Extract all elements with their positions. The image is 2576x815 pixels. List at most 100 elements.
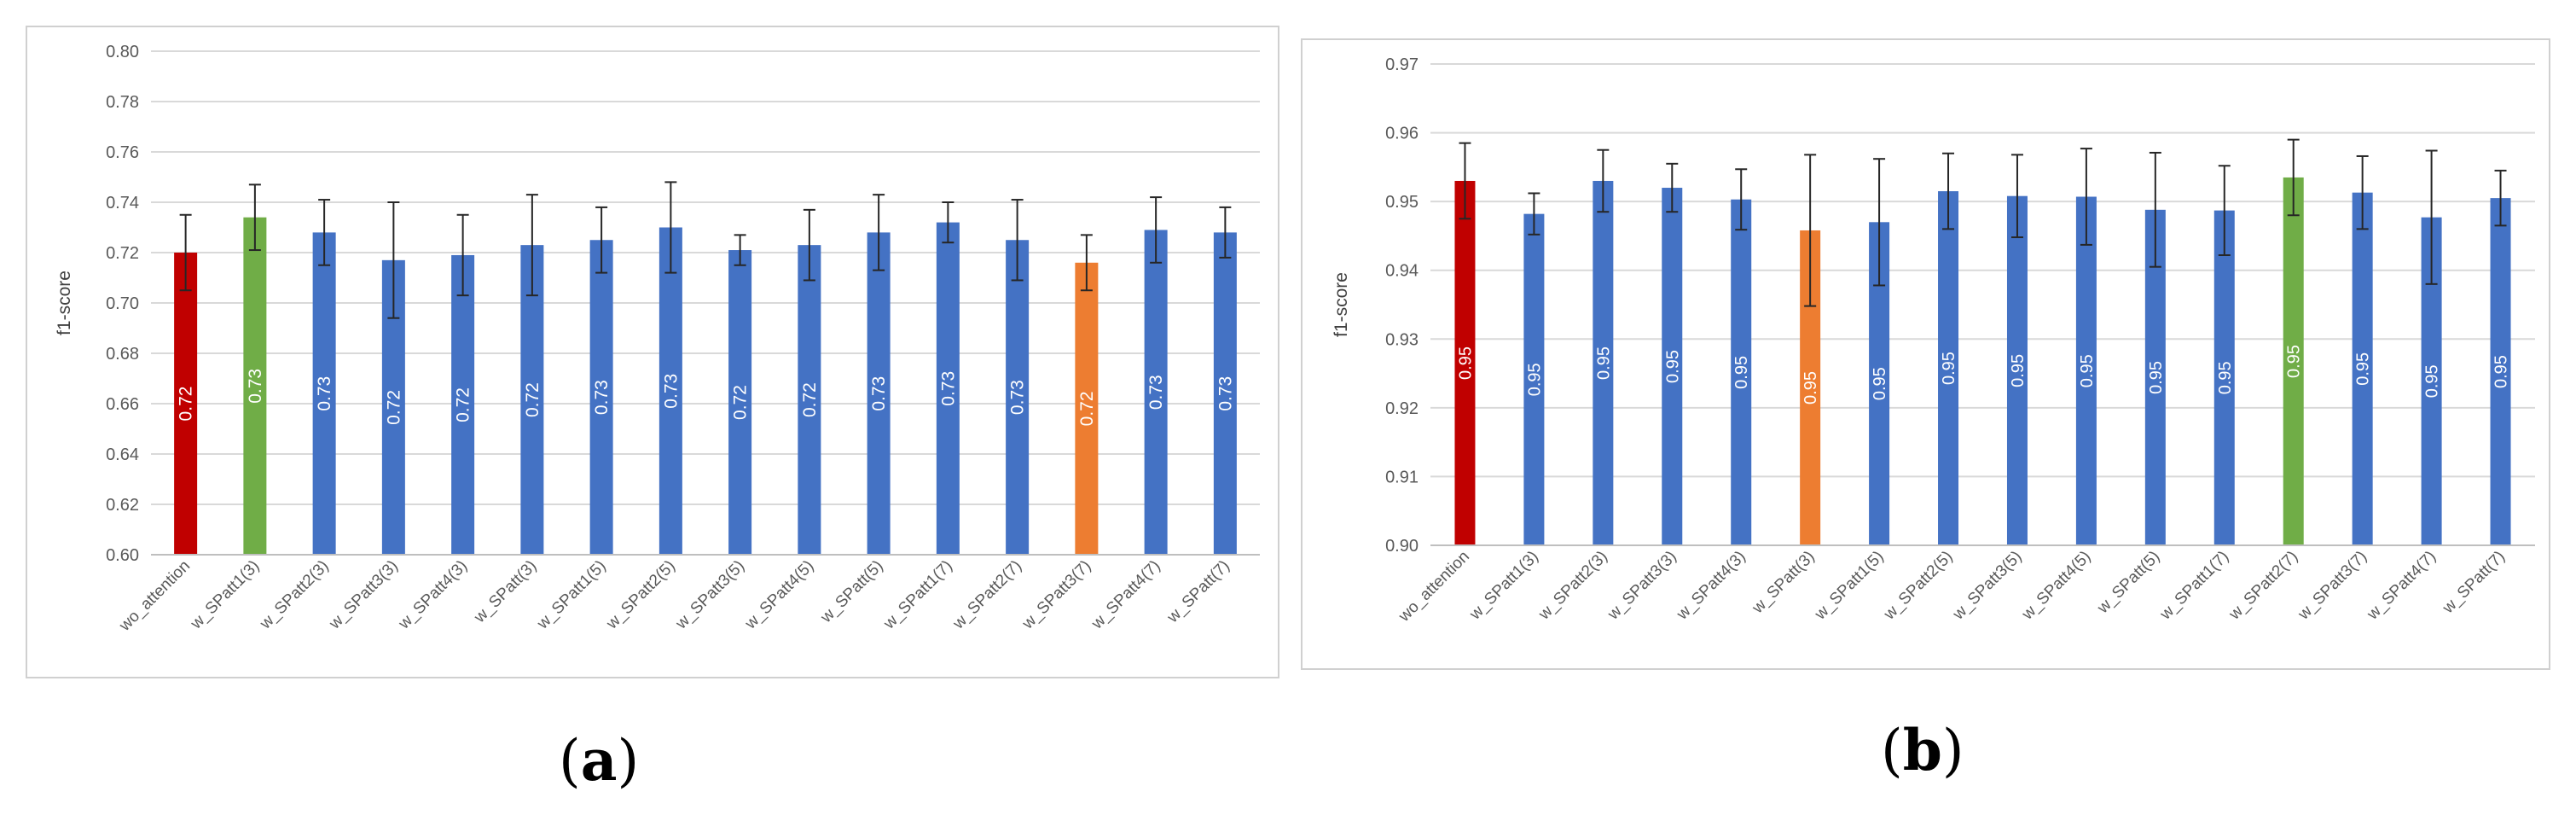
bar xyxy=(520,245,544,555)
bar xyxy=(1523,213,1545,545)
data-label: 0.73 xyxy=(869,376,889,411)
category-label: w_SPatt2(5) xyxy=(602,557,678,633)
bar xyxy=(1144,230,1168,555)
bar xyxy=(1454,180,1476,545)
category-label: w_SPatt2(3) xyxy=(256,557,332,633)
category-label: w_SPatt1(3) xyxy=(187,557,263,633)
bar xyxy=(1213,232,1237,555)
y-tick-label: 0.74 xyxy=(106,194,139,212)
y-tick-label: 0.72 xyxy=(106,244,139,263)
data-label: 0.95 xyxy=(1456,346,1475,380)
category-label: w_SPatt(7) xyxy=(2439,548,2509,618)
bar xyxy=(2213,210,2235,546)
category-label: w_SPatt2(5) xyxy=(1880,548,1956,624)
data-label: 0.73 xyxy=(246,369,265,404)
bar xyxy=(798,245,821,555)
data-label: 0.73 xyxy=(938,371,958,406)
category-label: w_SPatt4(7) xyxy=(1088,557,1163,633)
category-label: w_SPatt1(7) xyxy=(879,557,955,633)
category-label: w_SPatt3(5) xyxy=(672,557,748,633)
y-axis-title: f1-score xyxy=(1332,272,1351,337)
category-label: wo_attention xyxy=(115,557,194,636)
data-label: 0.95 xyxy=(2354,352,2373,386)
category-label: w_SPatt(7) xyxy=(1163,557,1233,627)
bar xyxy=(2352,192,2373,545)
data-label: 0.73 xyxy=(592,380,612,415)
data-label: 0.95 xyxy=(1732,356,1751,389)
category-label: w_SPatt4(7) xyxy=(2364,548,2440,624)
bar xyxy=(2283,177,2304,545)
y-axis-title: f1-score xyxy=(55,271,74,335)
y-tick-label: 0.66 xyxy=(106,395,139,414)
data-label: 0.95 xyxy=(2285,345,2304,378)
y-tick-label: 0.78 xyxy=(106,93,139,112)
data-label: 0.95 xyxy=(1525,363,1544,396)
bar-chart-a: 0.60 0.62 0.64 0.66 0.68 0.70 0.72 0.74 0.76 0.78… xyxy=(55,43,1260,636)
bar xyxy=(2075,196,2097,545)
data-label: 0.95 xyxy=(1871,367,1889,400)
data-label: 0.95 xyxy=(2147,361,2166,394)
data-label: 0.73 xyxy=(1008,380,1028,415)
category-label: w_SPatt3(5) xyxy=(1949,548,2025,624)
category-label: w_SPatt4(5) xyxy=(741,557,817,633)
category-label: w_SPatt3(3) xyxy=(1604,548,1680,624)
chart-panel-a: 0.60 0.62 0.64 0.66 0.68 0.70 0.72 0.74 0.76 0.78… xyxy=(26,26,1279,678)
y-tick-label: 0.62 xyxy=(106,496,139,515)
bar xyxy=(1006,240,1030,555)
data-label: 0.95 xyxy=(1663,350,1682,383)
category-label: w_SPatt(5) xyxy=(817,557,887,627)
bar xyxy=(1938,191,1959,546)
category-label: w_SPatt3(7) xyxy=(2295,548,2370,624)
category-label: w_SPatt1(7) xyxy=(2156,548,2232,624)
data-label: 0.73 xyxy=(1215,376,1235,411)
data-label: 0.72 xyxy=(384,390,403,425)
category-label: w_SPatt2(7) xyxy=(949,557,1025,633)
bar xyxy=(2490,198,2511,545)
category-label: w_SPatt4(3) xyxy=(395,557,471,633)
y-tick-label: 0.68 xyxy=(106,345,139,364)
y-tick-label: 0.92 xyxy=(1385,399,1419,418)
subfigure-caption-b: (b) xyxy=(1881,717,1964,783)
bar xyxy=(1075,262,1099,555)
bar xyxy=(589,240,613,555)
data-label: 0.95 xyxy=(2216,361,2235,394)
category-label: w_SPatt3(7) xyxy=(1018,557,1094,633)
category-label: w_SPatt3(3) xyxy=(325,557,401,633)
data-label: 0.73 xyxy=(315,376,334,411)
data-label: 0.73 xyxy=(661,374,681,409)
y-tick-label: 0.95 xyxy=(1385,193,1419,212)
y-tick-label: 0.90 xyxy=(1385,537,1419,556)
y-tick-label: 0.94 xyxy=(1385,262,1419,281)
data-label: 0.95 xyxy=(1801,371,1820,405)
bar xyxy=(451,254,475,555)
y-tick-label: 0.80 xyxy=(106,43,139,61)
bar xyxy=(728,250,752,555)
category-label: w_SPatt2(7) xyxy=(2225,548,2301,624)
category-label: w_SPatt4(5) xyxy=(2018,548,2094,624)
category-label: w_SPatt(5) xyxy=(2093,548,2163,618)
y-tick-label: 0.60 xyxy=(106,546,139,565)
y-tick-label: 0.70 xyxy=(106,294,139,313)
data-label: 0.95 xyxy=(1594,346,1613,380)
bar xyxy=(936,222,960,555)
category-label: w_SPatt2(3) xyxy=(1535,548,1610,624)
y-tick-label: 0.97 xyxy=(1385,55,1419,74)
bar xyxy=(2006,195,2028,545)
bar xyxy=(1731,199,1752,545)
data-label: 0.95 xyxy=(2492,355,2511,388)
data-label: 0.95 xyxy=(1940,352,1958,385)
y-tick-label: 0.96 xyxy=(1385,125,1419,143)
bar xyxy=(867,232,891,555)
data-label: 0.72 xyxy=(523,382,542,417)
bar xyxy=(312,232,336,555)
y-tick-label: 0.64 xyxy=(106,445,139,464)
bar xyxy=(243,217,267,555)
data-label: 0.72 xyxy=(800,382,820,417)
category-label: w_SPatt1(5) xyxy=(533,557,609,633)
bar xyxy=(1593,180,1614,545)
data-label: 0.72 xyxy=(177,387,196,422)
subfigure-caption-a: (a) xyxy=(559,727,640,794)
data-label: 0.72 xyxy=(1077,391,1097,426)
data-label: 0.95 xyxy=(2423,364,2442,398)
y-tick-label: 0.76 xyxy=(106,143,139,162)
